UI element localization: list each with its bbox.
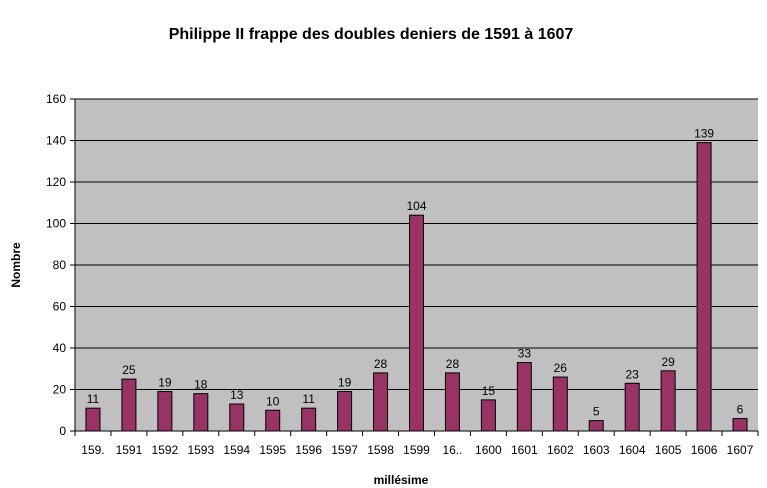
- axes: [70, 98, 759, 436]
- y-tick-label: 40: [53, 341, 67, 355]
- data-label: 6: [737, 403, 744, 417]
- data-label: 29: [661, 355, 675, 369]
- bar: [337, 391, 353, 432]
- x-tick-label: 1601: [511, 443, 538, 457]
- data-label: 18: [194, 378, 208, 392]
- bar: [301, 407, 317, 432]
- x-tick-label: 1606: [691, 443, 718, 457]
- x-tick-label: 1605: [655, 443, 682, 457]
- x-tick-label: 1591: [116, 443, 143, 457]
- data-label: 25: [122, 363, 136, 377]
- x-tick-label: 1596: [295, 443, 322, 457]
- bar: [121, 378, 137, 432]
- bar: [229, 403, 245, 432]
- data-label: 33: [518, 347, 532, 361]
- x-tick-label: 1597: [331, 443, 358, 457]
- bar: [660, 370, 676, 432]
- x-tick-labels: 159. 1591 1592 1593 1594 1595 1596 1597 1598 1599…: [81, 443, 753, 457]
- x-axis-title: millésime: [374, 473, 429, 487]
- x-tick-label: 16..: [442, 443, 462, 457]
- data-label: 28: [446, 357, 460, 371]
- bar: [624, 382, 640, 432]
- x-tick-label: 1607: [727, 443, 754, 457]
- data-label: 19: [158, 376, 172, 390]
- y-tick-label: 0: [59, 424, 66, 438]
- bar: [516, 362, 532, 432]
- data-label: 19: [338, 376, 352, 390]
- data-label: 11: [87, 392, 100, 406]
- x-tick-label: 1604: [619, 443, 646, 457]
- x-tick-label: 1594: [223, 443, 250, 457]
- x-tick-label: 1602: [547, 443, 574, 457]
- y-tick-label: 20: [53, 383, 67, 397]
- data-label: 5: [593, 405, 600, 419]
- bar: [409, 214, 424, 432]
- y-tick-label: 60: [53, 300, 67, 314]
- data-label: 23: [626, 367, 640, 381]
- data-label: 26: [554, 361, 568, 375]
- data-label: 15: [482, 384, 496, 398]
- x-tick-label: 1592: [152, 443, 179, 457]
- data-label: 139: [694, 127, 714, 141]
- chart-title: Philippe II frappe des doubles deniers d…: [169, 26, 574, 43]
- bar: [696, 142, 712, 432]
- data-labels: 11 25 19 18 13 10 11 19 28 104 28 15 33 26 5 23 29 139 6: [87, 127, 744, 419]
- x-tick-label: 1600: [475, 443, 502, 457]
- bar: [480, 399, 496, 432]
- x-tick-label: 1603: [583, 443, 610, 457]
- data-label: 28: [374, 357, 388, 371]
- y-axis-title: Nombre: [9, 242, 23, 288]
- bar: [193, 393, 209, 432]
- bar: [588, 420, 604, 432]
- data-label: 13: [230, 388, 244, 402]
- data-label: 10: [266, 394, 280, 408]
- bar: [373, 372, 389, 432]
- y-tick-label: 140: [46, 134, 66, 148]
- x-tick-label: 1598: [367, 443, 394, 457]
- bar: [265, 409, 281, 432]
- bar: [444, 372, 460, 432]
- x-tick-label: 1595: [259, 443, 286, 457]
- bar: [552, 376, 568, 432]
- y-tick-label: 100: [46, 217, 66, 231]
- bar: [85, 407, 101, 432]
- x-tick-label: 1593: [187, 443, 214, 457]
- y-tick-label: 80: [53, 258, 67, 272]
- y-tick-label: 120: [46, 175, 66, 189]
- y-tick-label: 160: [46, 92, 66, 106]
- data-label: 11: [302, 392, 315, 406]
- x-tick-label: 159.: [81, 443, 104, 457]
- y-tick-labels: 0 20 40 60 80 100 120 140 160: [46, 92, 66, 438]
- x-tick-label: 1599: [403, 443, 430, 457]
- data-label: 104: [406, 199, 426, 213]
- bar: [732, 418, 748, 432]
- bar: [157, 391, 173, 432]
